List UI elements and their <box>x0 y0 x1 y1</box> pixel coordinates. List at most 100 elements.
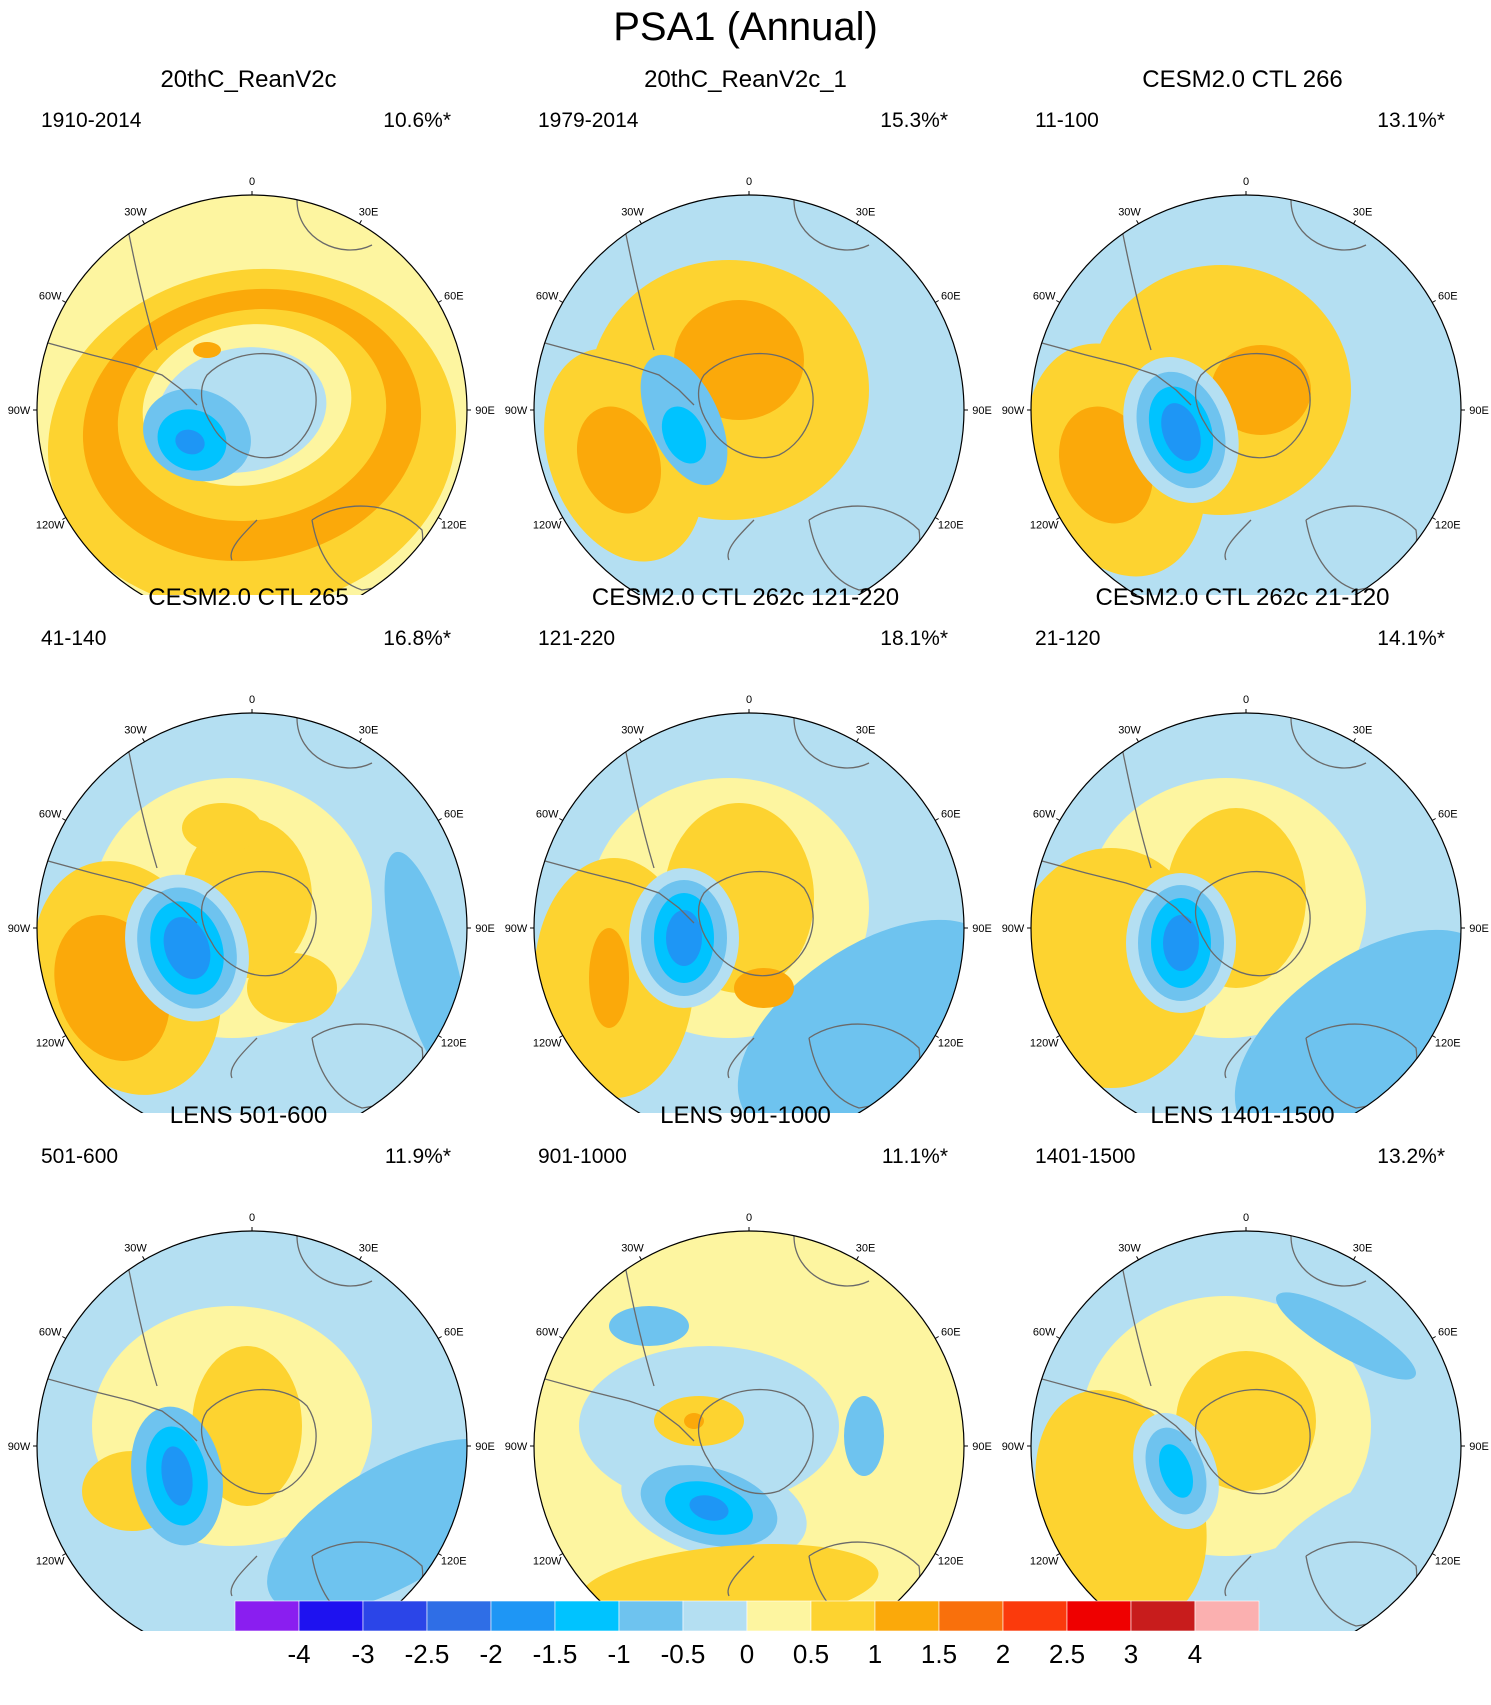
lon-label: 30W <box>124 207 147 219</box>
coastline <box>296 1235 373 1287</box>
lon-tick <box>559 300 564 303</box>
lon-label: 90W <box>505 405 528 417</box>
coastline <box>793 199 870 251</box>
coastline <box>1224 1037 1252 1079</box>
panel-title: CESM2.0 CTL 262c 121-220 <box>591 584 900 611</box>
coastline <box>296 717 373 769</box>
map-panel: CESM2.0 CTL 265030E60E90E120E150E180150W… <box>0 583 497 1113</box>
lon-tick <box>934 1336 939 1339</box>
lon-tick <box>559 517 564 520</box>
period-label: 41-140 <box>41 627 107 650</box>
anomaly-contour <box>689 1495 729 1521</box>
colorbar-label: -4 <box>287 1639 310 1669</box>
lon-label: 90W <box>1002 405 1025 417</box>
lon-tick <box>1056 300 1061 303</box>
lon-label: 30E <box>856 725 876 737</box>
colorbar-label: -1 <box>607 1639 630 1669</box>
coastline <box>1224 519 1252 561</box>
coastline <box>697 352 814 459</box>
lon-tick <box>934 517 939 520</box>
lon-tick <box>1431 1553 1436 1556</box>
lon-label: 60E <box>941 1327 961 1339</box>
anomaly-contour <box>1158 1444 1194 1498</box>
colorbar-label: 4 <box>1188 1639 1202 1669</box>
anomaly-contour <box>576 406 662 514</box>
anomaly-contour <box>175 429 205 455</box>
panel-title: CESM2.0 CTL 266 <box>1142 66 1343 93</box>
anomaly-contour <box>609 1306 689 1346</box>
lon-label: 30E <box>359 1243 379 1255</box>
lon-label: 0 <box>1243 1212 1249 1224</box>
colorbar-label: -2.5 <box>405 1639 450 1669</box>
variance-label: 14.1%* <box>1377 627 1445 650</box>
lon-tick <box>437 818 442 821</box>
anomaly-contour <box>267 1438 467 1614</box>
lon-tick <box>1136 738 1139 743</box>
anomaly-contour <box>1234 929 1461 1113</box>
coastline <box>534 339 695 406</box>
lon-label: 120E <box>938 520 964 532</box>
polar-map: 030E60E90E120E150E180150W120W90W60W30W <box>505 176 992 595</box>
period-label: 121-220 <box>538 627 616 650</box>
colorbar-label: -2 <box>479 1639 502 1669</box>
polar-map: 030E60E90E120E150E180150W120W90W60W30W <box>505 1212 992 1631</box>
lon-label: 30E <box>1353 725 1373 737</box>
anomaly-contour <box>1161 403 1201 461</box>
lon-label: 0 <box>249 694 255 706</box>
lon-tick <box>437 300 442 303</box>
polar-map: 030E60E90E120E150E180150W120W90W60W30W <box>1002 694 1489 1113</box>
lon-label: 0 <box>746 1212 752 1224</box>
coastline <box>200 1388 317 1495</box>
colorbar-swatch <box>1130 1600 1196 1632</box>
polar-map: 030E60E90E120E150E180150W120W90W60W30W <box>8 176 495 595</box>
coastline <box>1290 199 1367 251</box>
colorbar-swatch <box>362 1600 428 1632</box>
map-panel: LENS 1401-1500030E60E90E120E150E180150W1… <box>994 1101 1491 1631</box>
lon-label: 120W <box>533 1556 562 1568</box>
lon-label: 120E <box>1435 520 1461 532</box>
lon-label: 120E <box>441 1556 467 1568</box>
lon-label: 30W <box>124 725 147 737</box>
colorbar-label: 1.5 <box>921 1639 957 1669</box>
lon-label: 60W <box>39 809 62 821</box>
lon-tick <box>62 818 67 821</box>
lon-tick <box>1056 1035 1061 1038</box>
lon-label: 30W <box>1118 207 1141 219</box>
colorbar-label: 0.5 <box>793 1639 829 1669</box>
lon-label: 30W <box>621 1243 644 1255</box>
anomaly-contour <box>1211 345 1311 435</box>
lon-tick <box>639 1256 642 1261</box>
lon-label: 30E <box>856 207 876 219</box>
lon-label: 60E <box>1438 291 1458 303</box>
colorbar-label: 2 <box>996 1639 1010 1669</box>
lon-label: 120W <box>36 1038 65 1050</box>
colorbar-swatch <box>1002 1600 1068 1632</box>
coastline <box>1194 352 1311 459</box>
coastline <box>793 717 870 769</box>
lon-label: 60E <box>941 291 961 303</box>
lon-label: 120E <box>938 1038 964 1050</box>
lon-tick <box>62 1553 67 1556</box>
map-panel: 20thC_ReanV2c_1030E60E90E120E150E180150W… <box>497 65 994 595</box>
panel-title: LENS 1401-1500 <box>1150 1102 1335 1129</box>
colorbar-label: -3 <box>351 1639 374 1669</box>
lon-label: 120W <box>1030 1556 1059 1568</box>
lon-label: 120W <box>1030 1038 1059 1050</box>
lon-label: 120E <box>1435 1556 1461 1568</box>
colorbar: -4 -3 -2.5 -2 -1.5 -1 -0.5 0 0.5 1 1.5 2 2.5 3 4 <box>234 1600 1260 1669</box>
lon-tick <box>856 220 859 225</box>
colorbar-label: 2.5 <box>1049 1639 1085 1669</box>
lon-tick <box>1353 220 1356 225</box>
panel-title: CESM2.0 CTL 265 <box>148 584 349 611</box>
colorbar-swatch <box>618 1600 684 1632</box>
lon-label: 60W <box>39 1327 62 1339</box>
coastline <box>230 1037 258 1079</box>
anomaly-contour <box>1163 915 1199 971</box>
lon-label: 0 <box>249 176 255 188</box>
lon-label: 60E <box>444 809 464 821</box>
lon-label: 60W <box>1033 1327 1056 1339</box>
coastline <box>534 1375 695 1442</box>
variance-label: 13.2%* <box>1377 1145 1445 1168</box>
lon-label: 120E <box>441 520 467 532</box>
coastline <box>697 1388 814 1495</box>
